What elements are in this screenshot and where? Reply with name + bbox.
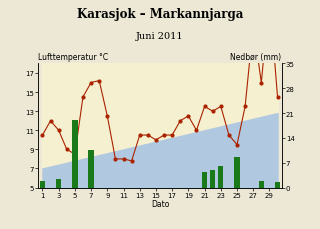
- Text: Juni 2011: Juni 2011: [136, 32, 184, 41]
- Bar: [218, 166, 223, 188]
- Bar: [72, 121, 77, 188]
- Bar: [88, 151, 94, 188]
- Bar: [275, 183, 280, 188]
- Text: Lufttemperatur °C: Lufttemperatur °C: [38, 53, 108, 62]
- Bar: [202, 172, 207, 188]
- Bar: [40, 181, 45, 188]
- X-axis label: Dato: Dato: [151, 199, 169, 208]
- Bar: [56, 179, 61, 188]
- Bar: [259, 181, 264, 188]
- Bar: [234, 158, 240, 188]
- Text: Karasjok – Markannjarga: Karasjok – Markannjarga: [77, 8, 243, 21]
- Bar: [210, 170, 215, 188]
- Text: Nedbør (mm): Nedbør (mm): [230, 53, 282, 62]
